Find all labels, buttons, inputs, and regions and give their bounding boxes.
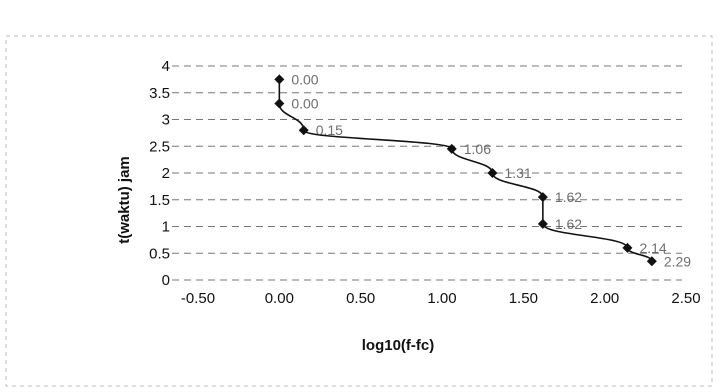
data-point xyxy=(646,256,657,267)
data-point xyxy=(298,125,309,136)
y-axis-title: t(waktu) jam xyxy=(116,156,133,244)
data-label: 0.00 xyxy=(291,95,318,111)
x-tick-label: 2.50 xyxy=(671,290,700,307)
x-tick-label: -0.50 xyxy=(181,290,215,307)
data-point xyxy=(274,98,285,109)
data-point xyxy=(446,143,457,154)
data-label: 1.31 xyxy=(504,165,531,181)
data-label: 1.62 xyxy=(555,189,582,205)
data-label: 2.14 xyxy=(639,240,666,256)
y-tick-label: 3.5 xyxy=(149,85,170,102)
y-tick-label: 3 xyxy=(162,112,170,129)
data-labels: 0.00 0.00 0.15 1.06 1.31 1.62 1.62 2.142.29 xyxy=(291,71,691,269)
x-tick-label: 0.50 xyxy=(346,290,375,307)
x-tick-label: 1.00 xyxy=(427,290,456,307)
data-label: 0.15 xyxy=(316,122,343,138)
data-label: 1.62 xyxy=(555,216,582,232)
y-tick-label: 4 xyxy=(162,58,170,75)
x-tick-label: 1.50 xyxy=(509,290,538,307)
y-tick-label: 0 xyxy=(162,272,170,289)
chart-border xyxy=(5,35,713,387)
x-axis-title: log10(f-fc) xyxy=(362,337,435,354)
x-tick-label: 0.00 xyxy=(265,290,294,307)
grid-lines xyxy=(172,65,682,281)
y-tick-label: 2.5 xyxy=(149,138,170,155)
x-tick-label: 2.00 xyxy=(590,290,619,307)
data-point xyxy=(537,218,548,229)
data-series xyxy=(274,74,657,267)
y-tick-label: 0.5 xyxy=(149,245,170,262)
series-line xyxy=(278,79,653,262)
data-label: 2.29 xyxy=(664,253,691,269)
data-label: 1.06 xyxy=(464,141,491,157)
data-point xyxy=(487,168,498,178)
y-tick-label: 1.5 xyxy=(149,192,170,209)
data-point xyxy=(622,242,633,253)
y-tick-labels: 0 0.5 1 1.5 2 2.5 3 3.5 4 xyxy=(149,58,170,289)
y-tick-label: 2 xyxy=(162,165,170,182)
data-point xyxy=(537,192,548,203)
data-point xyxy=(274,74,285,85)
x-tick-labels: -0.50 0.00 0.50 1.00 1.50 2.00 2.50 xyxy=(181,290,701,307)
data-label: 0.00 xyxy=(291,71,318,87)
y-tick-label: 1 xyxy=(162,219,170,236)
